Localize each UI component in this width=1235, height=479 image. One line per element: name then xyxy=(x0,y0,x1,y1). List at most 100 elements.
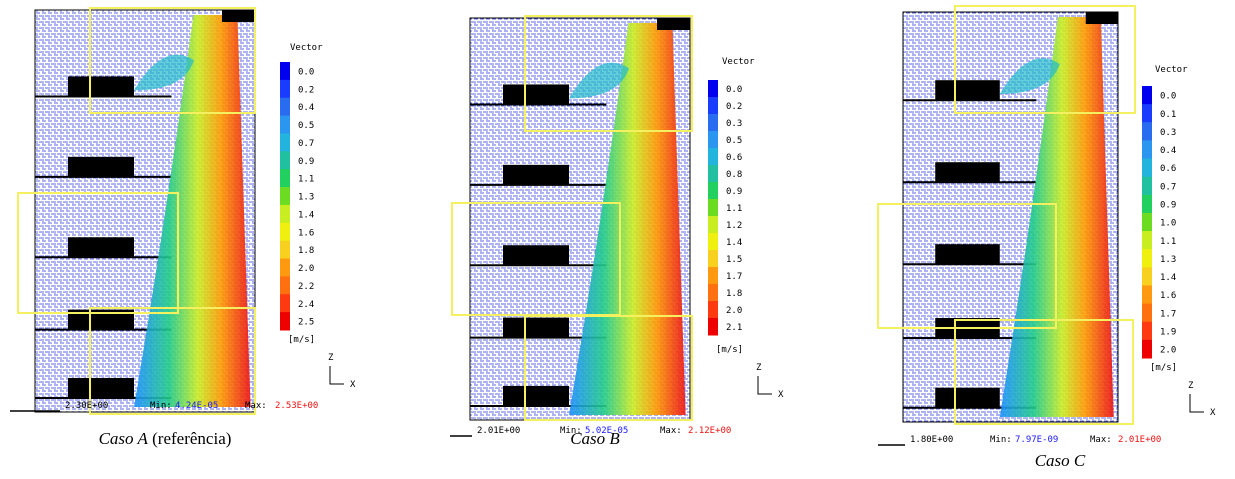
obstacle xyxy=(503,84,569,105)
unit-label: [m/s] xyxy=(288,335,315,345)
legend-swatch xyxy=(1142,86,1152,105)
legend-label: 0.6 xyxy=(726,153,742,163)
min-label: Min: xyxy=(560,426,582,436)
legend-swatch xyxy=(708,131,718,149)
legend-swatch xyxy=(1142,194,1152,214)
legend-swatch xyxy=(1142,122,1152,141)
legend-label: 1.1 xyxy=(298,175,314,185)
inlet xyxy=(1085,12,1118,24)
legend-swatch xyxy=(708,148,718,166)
legend-swatch xyxy=(1142,303,1152,323)
caption-label: Caso A xyxy=(99,429,149,448)
legend-label: 0.3 xyxy=(726,119,742,129)
legend-label: 1.7 xyxy=(726,272,742,282)
obstacle xyxy=(68,309,134,330)
legend-swatch xyxy=(280,222,290,242)
legend-label: 1.4 xyxy=(298,210,314,220)
max-value: 2.12E+00 xyxy=(688,426,731,436)
highlight-box xyxy=(524,15,693,132)
obstacle xyxy=(68,237,134,258)
obstacle xyxy=(935,387,1000,408)
legend-label: 1.0 xyxy=(1160,219,1176,229)
legend-swatch xyxy=(1142,249,1152,268)
axis-z: Z xyxy=(328,353,334,363)
caption-label: Caso C xyxy=(1035,451,1086,470)
panel: Vector 0.0 0.2 0.4 0.5 0.7 0.9 1.1 1.3 1.4 1.6 1.8 2… xyxy=(10,7,356,448)
legend-swatch xyxy=(708,80,718,98)
legend-swatch xyxy=(1142,176,1152,196)
obstacle xyxy=(503,164,569,185)
axis-z: Z xyxy=(1188,381,1194,391)
legend-label: 1.6 xyxy=(1160,291,1176,301)
axis-x: X xyxy=(1210,408,1216,418)
unit-label: [m/s] xyxy=(716,345,743,355)
legend-label: 1.1 xyxy=(1160,237,1176,247)
legend-swatch xyxy=(1142,212,1152,232)
legend-swatch xyxy=(708,114,718,132)
legend-label: 0.7 xyxy=(1160,182,1176,192)
legend-swatch xyxy=(708,318,718,336)
highlight-box xyxy=(524,315,693,421)
caption: Caso C xyxy=(1035,451,1086,470)
axis-triad xyxy=(329,366,344,385)
inlet xyxy=(657,18,690,30)
legend-label: 0.3 xyxy=(1160,128,1176,138)
highlight-box xyxy=(954,5,1136,114)
legend-label: 2.4 xyxy=(298,300,314,310)
legend-label: 1.3 xyxy=(1160,255,1176,265)
legend-label: 1.1 xyxy=(726,204,742,214)
max-value: 2.01E+00 xyxy=(1118,435,1161,445)
legend-swatch xyxy=(1142,285,1152,305)
legend-label: 0.8 xyxy=(726,170,742,180)
legend-label: 1.2 xyxy=(726,221,742,231)
reference-scale: 2.01E+00 xyxy=(477,426,520,436)
legend-label: 2.5 xyxy=(298,318,314,328)
legend-swatch xyxy=(708,267,718,285)
legend-swatch xyxy=(1142,267,1152,286)
min-label: Min: xyxy=(990,435,1012,445)
obstacle xyxy=(503,385,569,406)
legend-swatch xyxy=(708,284,718,302)
legend-label: 1.5 xyxy=(726,255,742,265)
min-value: 4.24E-05 xyxy=(175,401,218,411)
legend-swatch xyxy=(280,151,290,170)
caption: Caso A (referência) xyxy=(99,429,232,448)
legend-label: 1.9 xyxy=(1160,327,1176,337)
reference-scale: 1.80E+00 xyxy=(910,435,953,445)
obstacle xyxy=(68,377,134,398)
legend-swatch xyxy=(708,199,718,217)
axis-triad xyxy=(757,376,772,395)
panel: Vector 0.0 0.2 0.3 0.5 0.6 0.8 0.9 1.1 1.2 1.4 1.5 1… xyxy=(450,15,784,448)
highlight-box xyxy=(954,319,1134,425)
highlight-box xyxy=(89,7,256,114)
max-label: Max: xyxy=(245,401,267,411)
legend-label: 0.2 xyxy=(298,85,314,95)
caption: Caso B xyxy=(570,429,620,448)
unit-label: [m/s] xyxy=(1150,363,1177,373)
legend-title: Vector xyxy=(290,43,323,53)
legend-label: 2.0 xyxy=(1160,346,1176,356)
legend-label: 0.2 xyxy=(726,102,742,112)
legend-swatch xyxy=(1142,339,1152,359)
legend-swatch xyxy=(280,62,290,81)
legend-label: 0.6 xyxy=(1160,164,1176,174)
legend-swatch xyxy=(1142,158,1152,178)
legend-swatch xyxy=(1142,140,1152,160)
legend-swatch xyxy=(1142,231,1152,250)
legend-swatch xyxy=(280,204,290,224)
legend-swatch xyxy=(708,233,718,251)
legend-swatch xyxy=(1142,321,1152,341)
legend-swatch xyxy=(280,97,290,117)
legend-label: 0.5 xyxy=(726,136,742,146)
legend-label: 2.1 xyxy=(726,323,742,333)
legend-label: 1.7 xyxy=(1160,309,1176,319)
legend-label: 1.4 xyxy=(1160,273,1176,283)
obstacle xyxy=(68,156,134,177)
legend-swatch xyxy=(280,133,290,152)
min-value: 7.97E-09 xyxy=(1015,435,1058,445)
legend-label: 2.0 xyxy=(726,306,742,316)
legend-title: Vector xyxy=(722,57,755,67)
legend-label: 1.4 xyxy=(726,238,742,248)
legend-swatch xyxy=(708,216,718,234)
